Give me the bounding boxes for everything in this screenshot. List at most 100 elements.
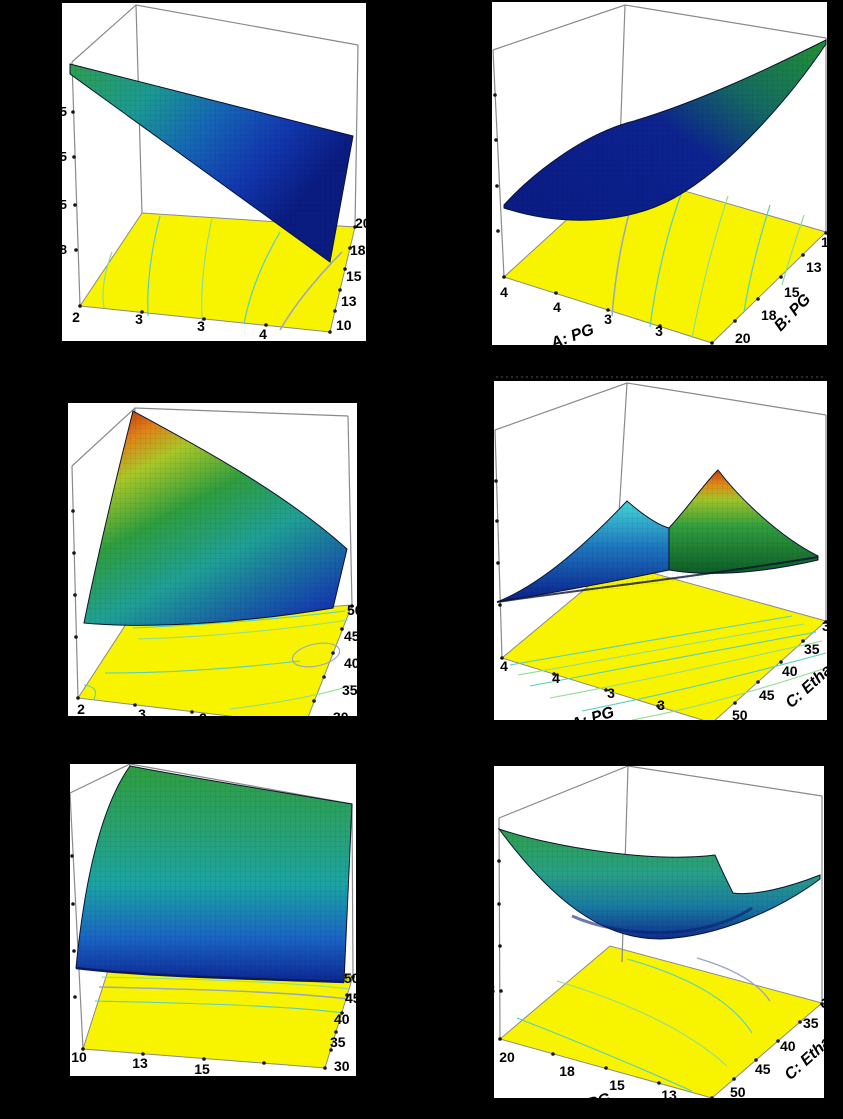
- surface-plot-5: 8 10 13 15 30 35 40 45 50: [61, 764, 361, 1077]
- tick-dots: [71, 110, 357, 334]
- z-axis-fragments: 8: [61, 990, 68, 1005]
- z-axis-fragments: 2 5: [483, 552, 490, 612]
- y-tick-label: 15: [784, 284, 800, 300]
- y-tick-label: 40: [782, 663, 798, 679]
- y-tick-label: 30: [333, 709, 349, 725]
- axis-frame: [492, 4, 827, 278]
- y-tick-label: 35: [330, 1034, 346, 1050]
- y-tick-label: 18: [761, 307, 777, 323]
- x-tick-label: 3: [607, 685, 615, 701]
- x-tick-label: 4: [553, 299, 561, 315]
- z-tick-fragment: 8: [61, 990, 68, 1005]
- axis-frame: [498, 766, 823, 1040]
- z-tick-fragment: 2: [483, 552, 490, 567]
- x-axis-ticks: 4 4 3 3: [500, 658, 665, 713]
- z-tick-fragment: 0: [60, 633, 67, 648]
- y-tick-label: 13: [341, 293, 357, 309]
- x-tick-label: 3: [135, 311, 143, 327]
- z-tick-fragment: 5: [60, 197, 67, 212]
- z-tick-fragment: 8: [488, 982, 495, 997]
- y-axis-ticks: 20 18 15 13 10: [735, 234, 837, 346]
- x-axis-ticks: 2 3 3: [77, 701, 207, 726]
- y-axis-ticks: 50 45 40 35 30: [730, 995, 837, 1100]
- axis-frame: [70, 764, 354, 1050]
- y-tick-label: 30: [822, 618, 838, 634]
- y-tick-label: 40: [334, 1011, 350, 1027]
- floor-contours: [516, 957, 771, 1092]
- x-axis-ticks: 4 4 3 3: [500, 284, 663, 339]
- axis-frame: [71, 407, 353, 699]
- x-tick-label: 2: [72, 309, 80, 325]
- y-tick-label: 13: [806, 259, 822, 275]
- surface-mesh: [499, 829, 820, 939]
- z-axis-fragments: 5 0: [60, 592, 68, 648]
- surface-plot-3: 5 0 2 3 3 30 35 40 45 50: [60, 403, 363, 726]
- x-axis-ticks: 20 18 15 13: [499, 1049, 677, 1103]
- tick-dots: [71, 509, 354, 714]
- x-tick-label: 4: [500, 284, 508, 300]
- y-tick-label: 20: [735, 330, 751, 346]
- tick-dots: [70, 854, 355, 1070]
- z-tick-fragment: 5: [482, 178, 489, 193]
- floor-contours: [509, 615, 827, 720]
- surface-plot-2: 5 5 4 4 3 3 20 18 15 13 10 A: PG B: PG: [482, 2, 837, 353]
- z-tick-fragment: 5: [482, 219, 489, 234]
- floor-contours: [83, 610, 353, 710]
- x-tick-label: 18: [559, 1063, 575, 1079]
- z-axis-fragments: 5 8: [487, 936, 495, 997]
- z-tick-fragment: 5: [60, 149, 67, 164]
- y-tick-label: 30: [334, 1058, 350, 1074]
- x-tick-label: 3: [604, 311, 612, 327]
- x-tick-label: 3: [199, 710, 207, 726]
- y-tick-label: 10: [336, 317, 352, 333]
- z-tick-fragment: 5: [61, 592, 68, 607]
- y-tick-label: 50: [344, 970, 360, 986]
- z-axis-fragments: 5 5: [482, 178, 489, 234]
- y-tick-label: 45: [344, 628, 360, 644]
- y-tick-label: 30: [821, 995, 837, 1011]
- y-tick-label: 45: [759, 687, 775, 703]
- x-tick-label: 3: [655, 323, 663, 339]
- y-tick-label: 45: [755, 1061, 771, 1077]
- y-tick-label: 50: [732, 707, 748, 723]
- surface-mesh: [84, 411, 347, 626]
- z-axis-fragments: 5 5 5 8: [60, 104, 67, 257]
- panel-bottom-right: 5 8 20 18 15 13 50 45 40 35 30 B: PG C: …: [422, 746, 843, 1119]
- y-tick-label: 40: [780, 1038, 796, 1054]
- surface-plot-6: 5 8 20 18 15 13 50 45 40 35 30 B: PG C: …: [487, 766, 843, 1119]
- y-tick-label: 20: [355, 215, 371, 231]
- floor-contours: [611, 177, 805, 339]
- y-tick-label: 10: [821, 234, 837, 250]
- panel-middle-right: 2 5 4 4 3 3 50 45 40 35 30 A: PG C: Etha…: [422, 373, 843, 746]
- surface-base-edge: [75, 966, 345, 984]
- tick-dots: [497, 859, 824, 1098]
- y-axis-ticks: 30 35 40 45 50: [333, 602, 363, 725]
- z-tick-fragment: 5: [483, 597, 490, 612]
- surface-mesh: [76, 766, 352, 982]
- y-tick-label: 45: [345, 990, 361, 1006]
- z-tick-fragment: 5: [60, 104, 67, 119]
- tick-dots: [493, 93, 827, 345]
- panel-bottom-left: 8 10 13 15 30 35 40 45 50: [0, 746, 421, 1119]
- axis-frame: [71, 4, 359, 307]
- x-axis-ticks: 2 3 3 4: [72, 309, 267, 342]
- axis-frame: [494, 382, 827, 659]
- x-tick-label: 15: [609, 1077, 625, 1093]
- surface-mesh: [504, 40, 826, 221]
- x-tick-label: 2: [77, 701, 85, 717]
- x-tick-label: 20: [499, 1049, 515, 1065]
- x-tick-label: 13: [132, 1055, 148, 1071]
- panel-top-right: 5 5 4 4 3 3 20 18 15 13 10 A: PG B: PG: [422, 0, 843, 373]
- y-tick-label: 40: [344, 655, 360, 671]
- surface-mesh: [70, 64, 353, 262]
- y-axis-ticks: 30 35 40 45 50: [330, 970, 361, 1074]
- surface-valley-shadow: [571, 906, 753, 935]
- x-tick-label: 3: [197, 318, 205, 334]
- tick-dots: [494, 479, 827, 708]
- z-tick-fragment: 8: [60, 242, 67, 257]
- y-tick-label: 35: [342, 682, 358, 698]
- y-tick-label: 15: [346, 268, 362, 284]
- x-tick-label: 4: [500, 658, 508, 674]
- floor-contours: [102, 215, 343, 331]
